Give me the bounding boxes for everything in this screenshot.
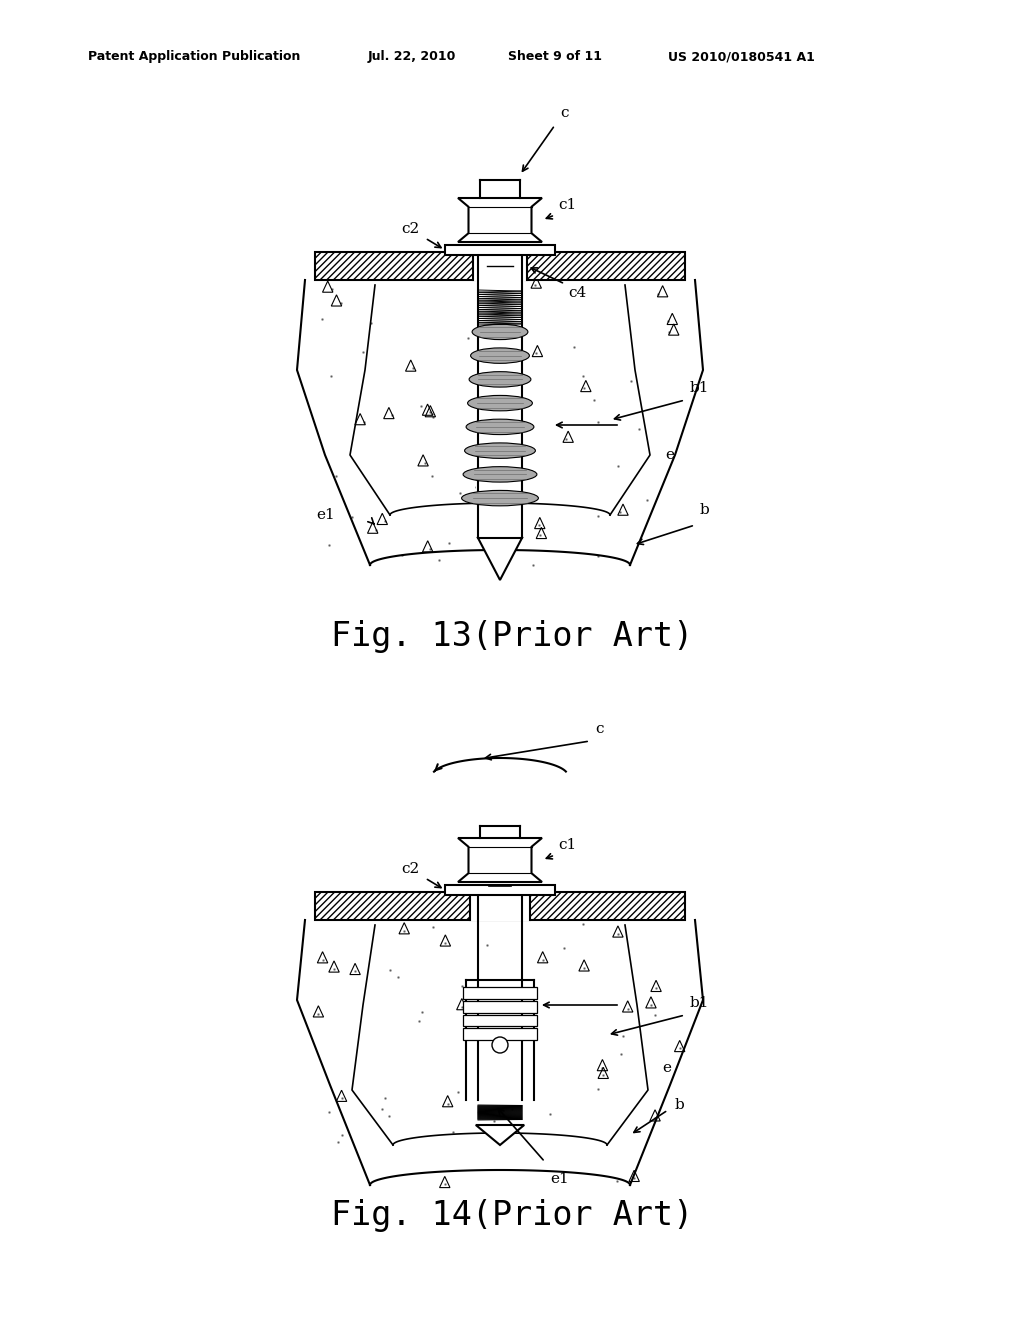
Text: b: b bbox=[700, 503, 710, 517]
Text: Jul. 22, 2010: Jul. 22, 2010 bbox=[368, 50, 457, 63]
Text: e: e bbox=[665, 447, 674, 462]
Ellipse shape bbox=[468, 396, 532, 411]
Polygon shape bbox=[476, 1125, 524, 1144]
Text: Fig. 14(Prior Art): Fig. 14(Prior Art) bbox=[331, 1199, 693, 1232]
Polygon shape bbox=[445, 884, 555, 895]
Text: e1: e1 bbox=[550, 1172, 568, 1185]
Circle shape bbox=[492, 1038, 508, 1053]
Ellipse shape bbox=[462, 491, 539, 506]
Polygon shape bbox=[458, 838, 542, 882]
Text: Fig. 13(Prior Art): Fig. 13(Prior Art) bbox=[331, 620, 693, 653]
Text: US 2010/0180541 A1: US 2010/0180541 A1 bbox=[668, 50, 815, 63]
Ellipse shape bbox=[471, 348, 529, 363]
Text: Sheet 9 of 11: Sheet 9 of 11 bbox=[508, 50, 602, 63]
Polygon shape bbox=[478, 539, 522, 579]
Polygon shape bbox=[463, 1001, 537, 1012]
Polygon shape bbox=[463, 987, 537, 999]
Polygon shape bbox=[473, 251, 527, 281]
Ellipse shape bbox=[472, 325, 528, 339]
Polygon shape bbox=[463, 1015, 537, 1026]
Ellipse shape bbox=[469, 372, 530, 387]
Text: c1: c1 bbox=[558, 198, 577, 213]
Text: b: b bbox=[675, 1098, 685, 1111]
Text: e: e bbox=[662, 1061, 671, 1074]
Text: b1: b1 bbox=[690, 381, 710, 395]
Text: c2: c2 bbox=[401, 222, 420, 236]
Polygon shape bbox=[470, 891, 530, 921]
Polygon shape bbox=[458, 198, 542, 242]
Polygon shape bbox=[315, 252, 685, 280]
Polygon shape bbox=[315, 892, 685, 920]
Polygon shape bbox=[463, 1028, 537, 1040]
Text: b1: b1 bbox=[690, 997, 710, 1010]
Ellipse shape bbox=[465, 444, 536, 458]
Text: Patent Application Publication: Patent Application Publication bbox=[88, 50, 300, 63]
Polygon shape bbox=[476, 252, 524, 539]
Text: c: c bbox=[595, 722, 603, 737]
Text: c2: c2 bbox=[401, 862, 420, 876]
Text: c4: c4 bbox=[568, 286, 587, 300]
Ellipse shape bbox=[466, 420, 534, 434]
Polygon shape bbox=[445, 246, 555, 255]
Text: e1: e1 bbox=[316, 508, 335, 521]
Text: c: c bbox=[560, 106, 568, 120]
Text: c1: c1 bbox=[558, 838, 577, 851]
Ellipse shape bbox=[463, 467, 537, 482]
